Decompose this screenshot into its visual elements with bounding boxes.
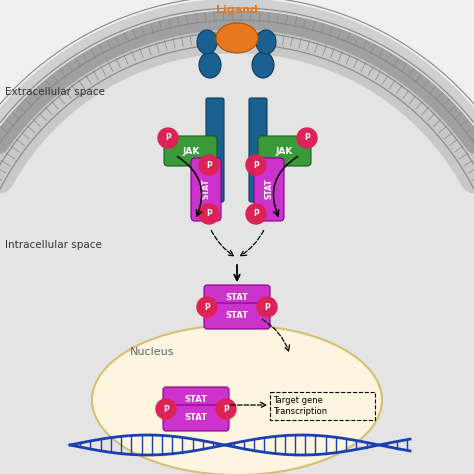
Text: P: P: [165, 134, 171, 143]
Ellipse shape: [197, 30, 217, 54]
Bar: [270, 392, 375, 420]
Text: JAK: JAK: [182, 146, 200, 155]
Text: STAT: STAT: [226, 293, 248, 302]
Circle shape: [216, 399, 236, 419]
Circle shape: [246, 204, 266, 224]
Text: P: P: [206, 210, 212, 219]
FancyBboxPatch shape: [164, 136, 217, 166]
Circle shape: [297, 128, 317, 148]
Ellipse shape: [252, 52, 274, 78]
Text: Nucleus: Nucleus: [130, 347, 174, 357]
Text: STAT: STAT: [184, 413, 208, 422]
Text: Intracellular space: Intracellular space: [5, 240, 102, 250]
Text: P: P: [304, 134, 310, 143]
Text: STAT: STAT: [201, 179, 210, 200]
Text: P: P: [253, 210, 259, 219]
Text: Extracellular space: Extracellular space: [5, 87, 105, 97]
Ellipse shape: [256, 30, 276, 54]
Circle shape: [257, 297, 277, 317]
Text: Ligand: Ligand: [216, 5, 258, 15]
Text: P: P: [223, 404, 229, 413]
Text: P: P: [253, 161, 259, 170]
Ellipse shape: [216, 23, 258, 53]
Text: STAT: STAT: [184, 395, 208, 404]
FancyBboxPatch shape: [163, 387, 229, 413]
Circle shape: [158, 128, 178, 148]
Ellipse shape: [199, 52, 221, 78]
Circle shape: [156, 399, 176, 419]
FancyBboxPatch shape: [249, 98, 267, 202]
Circle shape: [197, 297, 217, 317]
Text: P: P: [163, 404, 169, 413]
Text: JAK: JAK: [275, 146, 292, 155]
FancyBboxPatch shape: [206, 98, 224, 202]
Text: Target gene
Transcription: Target gene Transcription: [273, 396, 327, 416]
Circle shape: [246, 155, 266, 175]
Text: STAT: STAT: [264, 179, 273, 200]
Polygon shape: [0, 20, 474, 474]
FancyBboxPatch shape: [204, 303, 270, 329]
Text: P: P: [264, 302, 270, 311]
FancyBboxPatch shape: [254, 158, 284, 221]
FancyBboxPatch shape: [163, 405, 229, 431]
Text: P: P: [204, 302, 210, 311]
FancyBboxPatch shape: [191, 158, 221, 221]
Text: P: P: [206, 161, 212, 170]
Circle shape: [199, 204, 219, 224]
FancyBboxPatch shape: [258, 136, 311, 166]
Circle shape: [199, 155, 219, 175]
Ellipse shape: [92, 325, 382, 474]
FancyBboxPatch shape: [204, 285, 270, 311]
Text: STAT: STAT: [226, 311, 248, 320]
